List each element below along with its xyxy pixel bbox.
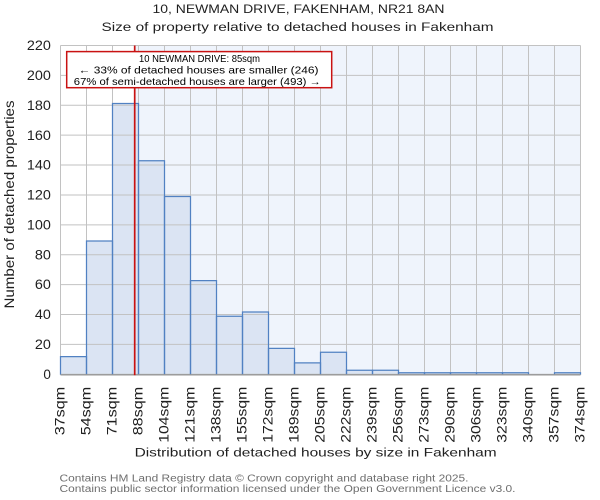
svg-text:374sqm: 374sqm xyxy=(573,387,588,443)
svg-text:357sqm: 357sqm xyxy=(547,387,562,443)
svg-text:140: 140 xyxy=(27,158,51,173)
svg-text:273sqm: 273sqm xyxy=(417,387,432,443)
svg-text:160: 160 xyxy=(27,128,51,143)
svg-text:180: 180 xyxy=(27,98,51,113)
svg-text:88sqm: 88sqm xyxy=(131,387,146,436)
svg-text:10 NEWMAN DRIVE: 85sqm: 10 NEWMAN DRIVE: 85sqm xyxy=(139,54,260,65)
svg-text:306sqm: 306sqm xyxy=(469,387,484,443)
svg-text:← 33% of detached houses are s: ← 33% of detached houses are smaller (24… xyxy=(79,65,319,76)
svg-text:Number of detached properties: Number of detached properties xyxy=(2,100,17,308)
svg-text:222sqm: 222sqm xyxy=(339,387,354,443)
svg-text:80: 80 xyxy=(35,247,51,262)
svg-text:256sqm: 256sqm xyxy=(391,387,406,443)
svg-text:60: 60 xyxy=(35,277,51,292)
svg-text:71sqm: 71sqm xyxy=(105,387,120,436)
svg-text:172sqm: 172sqm xyxy=(261,387,276,443)
svg-text:67% of semi-detached houses ar: 67% of semi-detached houses are larger (… xyxy=(74,77,321,88)
svg-text:323sqm: 323sqm xyxy=(495,387,510,443)
svg-text:220: 220 xyxy=(27,38,51,53)
svg-text:Distribution of detached house: Distribution of detached houses by size … xyxy=(135,446,497,460)
svg-text:189sqm: 189sqm xyxy=(287,387,302,443)
svg-text:37sqm: 37sqm xyxy=(53,387,68,436)
svg-text:Size of property relative to d: Size of property relative to detached ho… xyxy=(102,20,494,34)
svg-text:340sqm: 340sqm xyxy=(521,387,536,443)
svg-text:40: 40 xyxy=(35,307,51,322)
svg-text:290sqm: 290sqm xyxy=(443,387,458,443)
svg-text:Contains HM Land Registry data: Contains HM Land Registry data © Crown c… xyxy=(60,474,469,485)
svg-text:200: 200 xyxy=(27,68,51,83)
svg-text:120: 120 xyxy=(27,188,51,203)
svg-text:20: 20 xyxy=(35,337,51,352)
svg-text:239sqm: 239sqm xyxy=(365,387,380,443)
svg-text:10, NEWMAN DRIVE, FAKENHAM, NR: 10, NEWMAN DRIVE, FAKENHAM, NR21 8AN xyxy=(153,2,445,16)
svg-text:205sqm: 205sqm xyxy=(313,387,328,443)
svg-text:54sqm: 54sqm xyxy=(79,387,94,436)
svg-text:0: 0 xyxy=(43,367,51,382)
svg-text:100: 100 xyxy=(27,217,51,232)
svg-text:138sqm: 138sqm xyxy=(209,387,224,443)
svg-text:155sqm: 155sqm xyxy=(235,387,250,443)
svg-text:121sqm: 121sqm xyxy=(183,387,198,443)
svg-text:Contains public sector informa: Contains public sector information licen… xyxy=(60,484,516,495)
svg-text:104sqm: 104sqm xyxy=(157,387,172,443)
